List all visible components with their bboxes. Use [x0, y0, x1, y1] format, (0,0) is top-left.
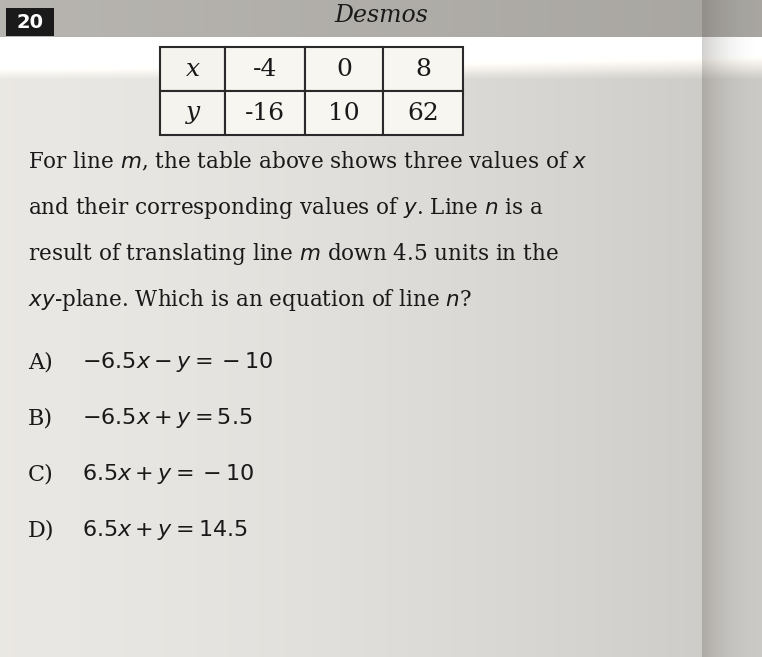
- Text: $-6.5x + y = 5.5$: $-6.5x + y = 5.5$: [82, 406, 252, 430]
- Text: result of translating line $m$ down 4.5 units in the: result of translating line $m$ down 4.5 …: [28, 241, 559, 267]
- Text: A): A): [28, 351, 53, 373]
- Text: 8: 8: [415, 58, 431, 81]
- Text: 10: 10: [328, 101, 360, 124]
- Text: 20: 20: [17, 12, 43, 32]
- Text: For line $m$, the table above shows three values of $x$: For line $m$, the table above shows thre…: [28, 150, 588, 173]
- Text: y: y: [185, 101, 200, 124]
- Text: B): B): [28, 407, 53, 429]
- Bar: [305, 47, 383, 91]
- Text: 62: 62: [407, 101, 439, 124]
- Text: C): C): [28, 463, 54, 485]
- Bar: [225, 47, 305, 91]
- Text: 0: 0: [336, 58, 352, 81]
- Text: Desmos: Desmos: [334, 5, 428, 28]
- Text: -4: -4: [253, 58, 277, 81]
- FancyBboxPatch shape: [6, 8, 54, 36]
- Polygon shape: [0, 0, 762, 37]
- Bar: [225, 91, 305, 135]
- Text: x: x: [185, 58, 200, 81]
- Text: $-6.5x - y = -10$: $-6.5x - y = -10$: [82, 350, 274, 374]
- Text: $xy$-plane. Which is an equation of line $n$?: $xy$-plane. Which is an equation of line…: [28, 287, 472, 313]
- Bar: [160, 47, 225, 91]
- Text: $6.5x + y = -10$: $6.5x + y = -10$: [82, 462, 255, 486]
- Bar: [383, 91, 463, 135]
- Text: $6.5x + y = 14.5$: $6.5x + y = 14.5$: [82, 518, 248, 542]
- Text: -16: -16: [245, 101, 285, 124]
- Bar: [383, 47, 463, 91]
- Text: and their corresponding values of $y$. Line $n$ is a: and their corresponding values of $y$. L…: [28, 195, 544, 221]
- Bar: [305, 91, 383, 135]
- Text: D): D): [28, 519, 55, 541]
- Bar: [160, 91, 225, 135]
